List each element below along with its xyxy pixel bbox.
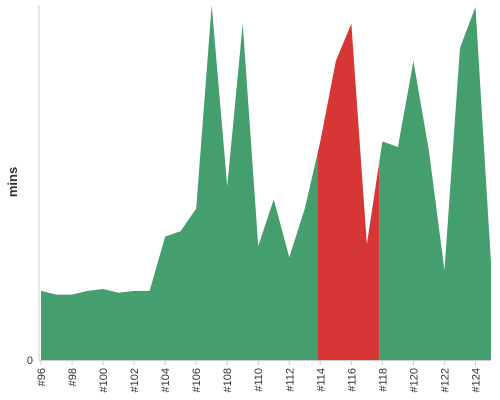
x-tick-label: #98	[67, 368, 79, 386]
x-tick-label: #102	[129, 368, 141, 392]
x-tick-label: #110	[253, 368, 265, 392]
area-segment-red	[317, 23, 380, 360]
x-tick-label: #116	[346, 368, 358, 392]
area-series	[41, 5, 491, 360]
x-tick-label: #100	[98, 368, 110, 392]
area-segment-green	[379, 6, 491, 360]
x-tick-label: #118	[377, 368, 389, 392]
x-tick-label: #124	[470, 368, 482, 392]
y-tick-label: 0	[27, 355, 33, 367]
x-axis-ticks: #96 #98 #100 #102 #104 #106 #108 #110 #112 #114 #1…	[36, 361, 482, 392]
x-tick-label: #108	[222, 368, 234, 392]
x-tick-label: #112	[284, 368, 296, 392]
x-tick-label: #120	[408, 368, 420, 392]
y-axis-label: mins	[5, 167, 20, 197]
x-tick-label: #104	[160, 368, 172, 392]
x-tick-label: #114	[315, 368, 327, 392]
x-tick-label: #96	[36, 368, 48, 386]
area-segment-green	[41, 5, 318, 360]
x-tick-label: #122	[439, 368, 451, 392]
x-tick-label: #106	[191, 368, 203, 392]
